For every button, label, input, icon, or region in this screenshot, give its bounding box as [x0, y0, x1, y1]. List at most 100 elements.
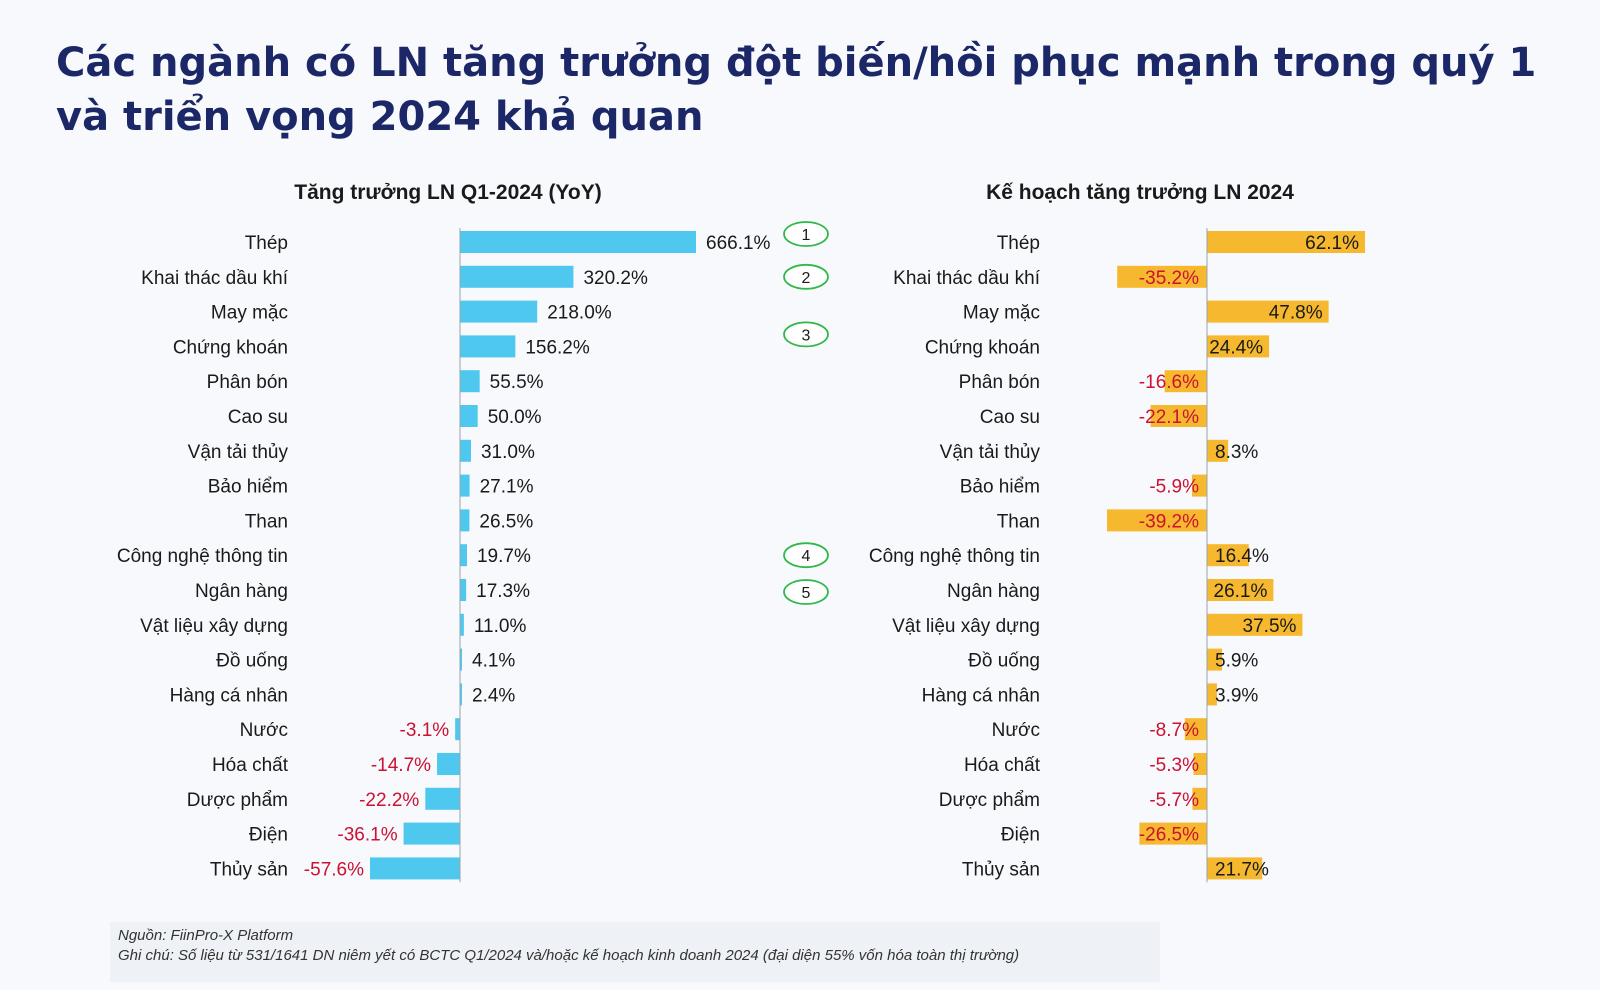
- right-category-label: Phân bón: [959, 372, 1040, 393]
- right-bar: [1191, 474, 1207, 497]
- left-bar: [460, 579, 467, 601]
- right-bar: [1184, 718, 1207, 741]
- left-category-label: Dược phẩm: [187, 790, 288, 811]
- left-category-label: Chứng khoán: [173, 337, 288, 358]
- marker-circle-5: [783, 579, 829, 605]
- right-category-label: Than: [997, 511, 1040, 532]
- left-bar: [460, 405, 478, 427]
- left-category-label: May mặc: [211, 303, 288, 324]
- right-category-label: Hàng cá nhân: [922, 685, 1040, 706]
- marker-circle-2: [783, 263, 829, 290]
- right-bar: [1164, 370, 1207, 393]
- right-bar: [1207, 648, 1223, 671]
- left-bar: [460, 265, 574, 288]
- left-bar: [460, 231, 696, 253]
- right-bar: [1207, 439, 1229, 462]
- left-data-label: 26.5%: [479, 511, 533, 532]
- left-bar: [460, 613, 464, 636]
- right-data-label: -35.2%: [1139, 268, 1199, 289]
- right-data-label: -5.9%: [1149, 477, 1199, 498]
- right-bar: [1107, 509, 1207, 532]
- left-bar: [460, 509, 470, 532]
- right-category-label: Điện: [1001, 825, 1040, 846]
- right-category-label: Vật liệu xây dựng: [892, 616, 1040, 637]
- left-data-label: 218.0%: [547, 303, 612, 324]
- left-bar: [460, 648, 462, 671]
- left-bar: [460, 474, 470, 497]
- left-category-label: Thủy sản: [210, 859, 288, 880]
- right-bar: [1207, 857, 1263, 880]
- right-category-label: Dược phẩm: [939, 790, 1040, 811]
- left-bar: [370, 857, 460, 880]
- left-data-label: -57.6%: [304, 859, 364, 880]
- left-data-label: 17.3%: [476, 581, 530, 602]
- right-data-label: 3.9%: [1215, 685, 1258, 706]
- page-title-line-2: và triển vọng 2024 khả quan: [56, 94, 704, 140]
- marker-label-5: 5: [802, 585, 811, 602]
- right-bar: [1193, 753, 1207, 775]
- left-category-label: Bảo hiểm: [208, 477, 288, 498]
- left-data-label: -36.1%: [337, 825, 397, 846]
- page-title-line-1: Các ngành có LN tăng trưởng đột biến/hồi…: [56, 40, 1537, 86]
- right-bar: [1150, 405, 1207, 427]
- right-category-label: Vận tải thủy: [940, 442, 1041, 463]
- left-category-label: Ngân hàng: [195, 581, 288, 602]
- marker-label-3: 3: [802, 327, 811, 344]
- left-category-label: Hàng cá nhân: [170, 685, 288, 706]
- right-category-label: Thép: [997, 233, 1040, 254]
- left-bar: [460, 544, 467, 567]
- left-data-label: 55.5%: [490, 372, 544, 393]
- right-bar: [1207, 613, 1303, 636]
- right-data-label: 47.8%: [1269, 303, 1323, 324]
- right-category-label: Khai thác dầu khí: [893, 268, 1041, 289]
- right-category-label: Chứng khoán: [925, 337, 1040, 358]
- right-category-label: Nước: [992, 720, 1040, 741]
- footer-note: Ghi chú: Số liệu từ 531/1641 DN niêm yết…: [118, 947, 1020, 964]
- left-category-label: Thép: [245, 233, 288, 254]
- left-category-label: Than: [245, 511, 288, 532]
- left-bar: [460, 335, 516, 358]
- left-data-label: 666.1%: [706, 233, 771, 254]
- right-data-label: -39.2%: [1139, 511, 1199, 532]
- left-category-label: Vật liệu xây dựng: [140, 616, 288, 637]
- right-bar: [1192, 787, 1207, 810]
- marker-circle-3: [783, 321, 829, 348]
- right-data-label: -26.5%: [1139, 825, 1199, 846]
- left-category-label: Nước: [240, 720, 288, 741]
- left-category-label: Vận tải thủy: [188, 442, 289, 463]
- right-bar: [1139, 822, 1207, 845]
- right-bar: [1207, 231, 1365, 253]
- right-bar: [1207, 683, 1217, 706]
- left-data-label: -3.1%: [400, 720, 450, 741]
- right-bar: [1207, 335, 1270, 358]
- marker-circle-1: [783, 221, 829, 247]
- right-data-label: 8.3%: [1215, 442, 1258, 463]
- left-data-label: 19.7%: [477, 546, 531, 567]
- right-data-label: 24.4%: [1209, 337, 1263, 358]
- right-category-label: Cao su: [980, 407, 1040, 428]
- left-data-label: 27.1%: [480, 477, 534, 498]
- left-data-label: 50.0%: [488, 407, 542, 428]
- left-category-label: Khai thác dầu khí: [141, 268, 289, 289]
- right-data-label: 37.5%: [1243, 616, 1297, 637]
- right-category-label: Bảo hiểm: [960, 477, 1040, 498]
- right-category-label: Hóa chất: [964, 755, 1041, 776]
- right-data-label: -5.7%: [1149, 790, 1199, 811]
- left-bar: [403, 822, 460, 845]
- right-data-label: 16.4%: [1215, 546, 1269, 567]
- left-category-label: Hóa chất: [212, 755, 289, 776]
- right-data-label: -5.3%: [1149, 755, 1199, 776]
- left-bar: [425, 787, 460, 810]
- left-data-label: 11.0%: [474, 616, 527, 637]
- right-bar: [1207, 300, 1329, 323]
- right-data-label: 26.1%: [1214, 581, 1268, 602]
- left-data-label: 2.4%: [472, 685, 515, 706]
- left-bar: [460, 300, 538, 323]
- marker-label-2: 2: [802, 270, 811, 287]
- left-bar: [455, 718, 460, 741]
- left-bar: [460, 370, 480, 393]
- left-bar: [460, 439, 471, 462]
- page-title: Các ngành có LN tăng trưởng đột biến/hồi…: [56, 36, 1556, 144]
- left-category-label: Phân bón: [207, 372, 288, 393]
- left-data-label: -14.7%: [371, 755, 431, 776]
